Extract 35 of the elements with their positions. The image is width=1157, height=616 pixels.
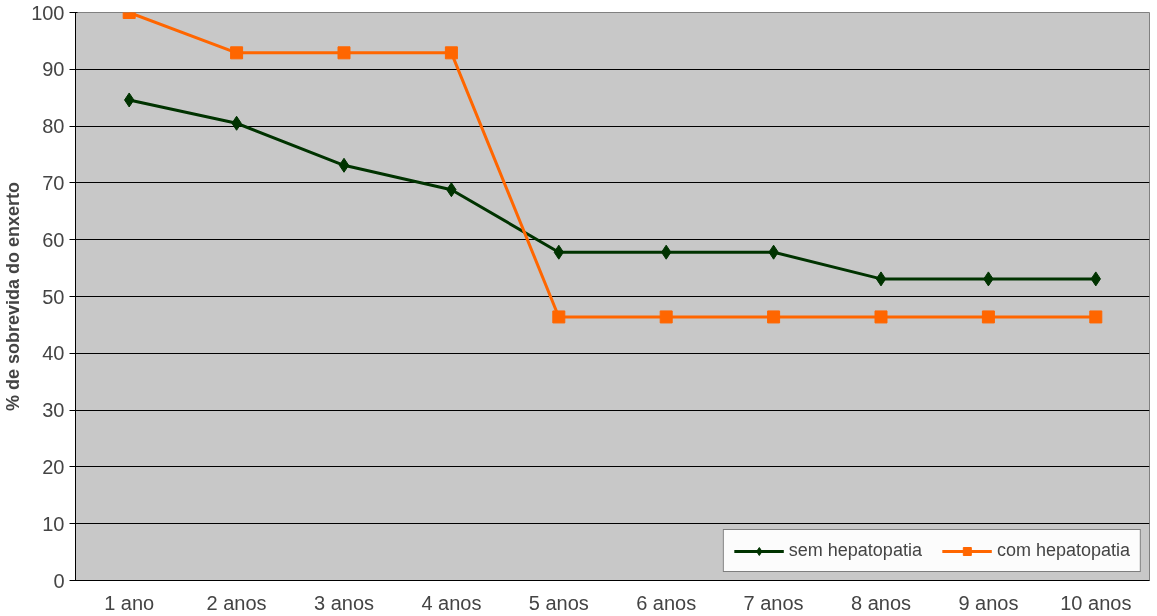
point bbox=[875, 271, 887, 287]
x-tick-label: 5 anos bbox=[528, 591, 589, 614]
y-tick-label: 70 bbox=[42, 171, 65, 194]
y-tick-label: 90 bbox=[42, 58, 65, 81]
point bbox=[552, 310, 566, 324]
point bbox=[230, 46, 244, 60]
point bbox=[444, 46, 458, 60]
point bbox=[874, 310, 888, 324]
x-tick-label: 7 anos bbox=[743, 591, 804, 614]
y-tick-label: 20 bbox=[42, 455, 65, 478]
x-tick-label: 6 anos bbox=[636, 591, 697, 614]
x-tick-label: 1 ano bbox=[104, 591, 155, 614]
point bbox=[659, 310, 673, 324]
y-tick-label: 50 bbox=[42, 285, 65, 308]
point bbox=[767, 310, 781, 324]
x-tick-label: 10 anos bbox=[1060, 591, 1132, 614]
y-tick-label: 40 bbox=[42, 342, 65, 365]
x-tick-label: 3 anos bbox=[313, 591, 375, 614]
x-tick-label: 4 anos bbox=[421, 591, 482, 614]
point bbox=[338, 157, 350, 173]
y-axis-title: % de sobrevida do enxerto bbox=[3, 181, 24, 412]
y-tick-label: 30 bbox=[42, 399, 65, 422]
y-tick-label: 100 bbox=[31, 1, 65, 24]
y-tick-label: 0 bbox=[53, 569, 65, 592]
point bbox=[337, 46, 351, 60]
x-tick-label: 9 anos bbox=[958, 591, 1019, 614]
y-tick-label: 60 bbox=[42, 228, 65, 251]
legend-label: com hepatopatia bbox=[996, 540, 1130, 561]
y-tick-label: 80 bbox=[42, 115, 65, 138]
x-tick-label: 8 anos bbox=[850, 591, 912, 614]
legend-label: sem hepatopatia bbox=[788, 540, 922, 561]
point bbox=[1089, 310, 1103, 324]
x-tick-label: 2 anos bbox=[206, 591, 267, 614]
point bbox=[981, 310, 995, 324]
y-tick-label: 10 bbox=[42, 512, 65, 535]
